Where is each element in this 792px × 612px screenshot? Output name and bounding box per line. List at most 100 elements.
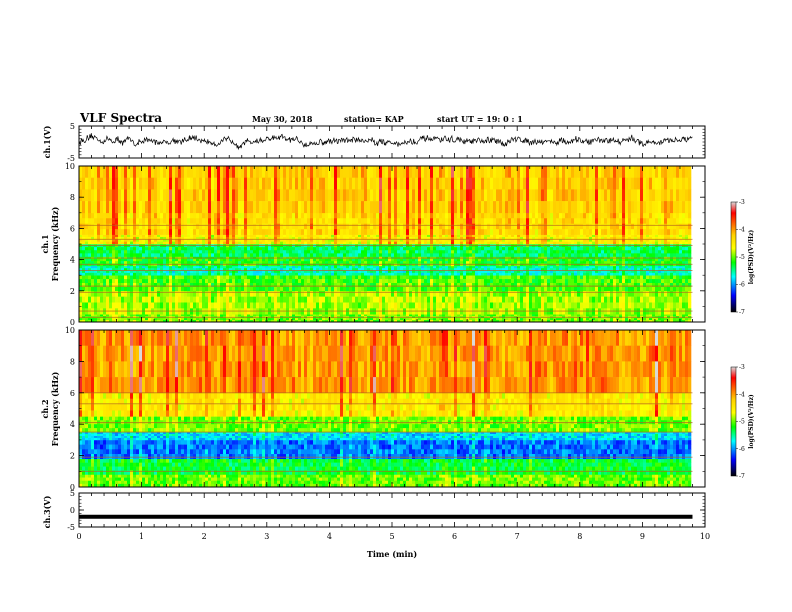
ch1-spectrogram-cell	[634, 302, 638, 309]
ch1-spectrogram-cell	[235, 261, 239, 264]
ch1-spectrogram-cell	[259, 286, 263, 292]
ch1-spectrogram-cell	[199, 258, 203, 262]
ch1-spectrogram-cell	[658, 318, 662, 321]
ch1-spectrogram-cell	[658, 302, 662, 309]
ch1-spectrogram-cell	[166, 253, 170, 257]
ch1-spectrogram-cell	[601, 286, 605, 292]
ch1-spectrogram-cell	[523, 296, 527, 303]
ch1-spectrogram-cell	[256, 275, 260, 280]
ch1-spectrogram-cell	[304, 268, 308, 271]
ch1-spectrogram-cell	[397, 283, 401, 288]
ch1-spectrogram-cell	[358, 272, 362, 276]
ch1-spectrogram-cell	[214, 275, 218, 280]
ch1-spectrogram-cell	[355, 286, 359, 292]
ch1-spectrogram-cell	[502, 283, 506, 288]
ch1-spectrogram-cell	[550, 320, 554, 323]
ch1-spectrogram-cell	[232, 275, 236, 280]
ch1-spectrogram-cell	[514, 275, 518, 280]
ch1-spectrogram-cell	[349, 296, 353, 303]
ch1-spectrogram-cell	[280, 320, 284, 323]
ch1-spectrogram-cell	[97, 265, 101, 269]
ch1-spectrogram-cell	[94, 283, 98, 288]
ch1-spectrogram-cell	[559, 318, 563, 321]
ch1-spectrogram-cell	[373, 261, 377, 264]
ch1-spectrogram-cell	[340, 265, 344, 269]
ch1-spectrogram-cell	[664, 263, 668, 267]
ch1-spectrogram-cell	[187, 268, 191, 271]
ch1-spectrogram-cell	[253, 286, 257, 292]
ch1-spectrogram-cell	[250, 296, 254, 303]
ch1-spectrogram-cell	[199, 318, 203, 321]
ch1-spectrogram-cell	[97, 253, 101, 257]
ch1-spectrogram-cell	[637, 250, 641, 254]
ch1-spectrogram-cell	[310, 302, 314, 309]
ch1-spectrogram-cell	[589, 250, 593, 254]
ch1-spectrogram-cell	[169, 247, 173, 251]
ch1-spectrogram-cell	[286, 261, 290, 264]
ch1-spectrogram-cell	[121, 283, 125, 288]
ch1-spectrogram-cell	[541, 270, 545, 274]
ch1-spectrogram-cell	[433, 283, 437, 288]
ch1-spectrogram-cell	[601, 302, 605, 309]
ch1-spectrogram-cell	[115, 272, 119, 276]
ch1-spectrogram-cell	[613, 268, 617, 271]
ch1-spectrogram-cell	[205, 268, 209, 271]
ch1-spectrogram-cell	[352, 320, 356, 323]
ch1-spectrogram-cell	[331, 261, 335, 264]
ch1-spectrogram-cell	[373, 275, 377, 280]
ch1-spectrogram-cell	[481, 314, 485, 317]
ch1-spectrogram-cell	[601, 261, 605, 264]
ch1-spectrogram-cell	[628, 258, 632, 262]
ch1-spectrogram-cell	[277, 318, 281, 321]
ch1-spectrogram-cell	[391, 302, 395, 309]
ch1-spectrogram-cell	[340, 286, 344, 292]
ch1-spectrogram-cell	[280, 268, 284, 271]
ch1-spectrogram-cell	[628, 279, 632, 284]
ch1-spectrogram-cell	[181, 272, 185, 276]
ch1-spectrogram-cell	[688, 314, 692, 317]
ch1-spectrogram-cell	[532, 290, 536, 297]
ch1-spectrogram-cell	[319, 314, 323, 317]
ch1-spectrogram-cell	[337, 258, 341, 262]
ch1-spectrogram-cell	[574, 268, 578, 271]
ch1-spectrogram-cell	[484, 283, 488, 288]
ch1-spectrogram-cell	[388, 275, 392, 280]
ch1-spectrogram-cell	[571, 268, 575, 271]
ch1-spectrogram-cell	[217, 253, 221, 257]
ch1-spectrogram-cell	[166, 283, 170, 288]
ch1-spectrogram-cell	[454, 279, 458, 284]
ch1-spectrogram-cell	[100, 279, 104, 284]
ch1-spectrogram-cell	[340, 290, 344, 297]
ch1-spectrogram-cell	[523, 318, 527, 321]
ch1-spectrogram-cell	[601, 320, 605, 323]
ch1-spectrogram-cell	[424, 253, 428, 257]
ch1-spectrogram-cell	[214, 290, 218, 297]
ch1-spectrogram-cell	[106, 286, 110, 292]
ch1-spectrogram-cell	[559, 265, 563, 269]
ch1-spectrogram-cell	[133, 296, 137, 303]
ch1-spectrogram-cell	[643, 296, 647, 303]
ch1-spectrogram-cell	[595, 302, 599, 309]
ch1-spectrogram-cell	[94, 314, 98, 317]
ch1-spectrogram-cell	[436, 286, 440, 292]
ch1-spectrogram-cell	[454, 263, 458, 267]
ch1-spectrogram-cell	[181, 283, 185, 288]
ch1-spectrogram-cell	[583, 263, 587, 267]
ch1-spectrogram-cell	[151, 250, 155, 254]
ch1-spectrogram-cell	[493, 302, 497, 309]
ch1-spectrogram-cell	[631, 320, 635, 323]
ch1-spectrogram-cell	[679, 258, 683, 262]
ch1-spectrogram-cell	[421, 318, 425, 321]
ch1-spectrogram-cell	[505, 314, 509, 317]
ch1-spectrogram-cell	[409, 279, 413, 284]
ch1-spectrogram-cell	[97, 268, 101, 271]
ch1-spectrogram-cell	[253, 283, 257, 288]
ch1-spectrogram-cell	[271, 261, 275, 264]
ch1-spectrogram-cell	[88, 279, 92, 284]
ch1-spectrogram-cell	[115, 247, 119, 251]
ch1-spectrogram-cell	[334, 258, 338, 262]
ch1-spectrogram-cell	[202, 279, 206, 284]
ch1-spectrogram-cell	[175, 270, 179, 274]
ch1-spectrogram-cell	[616, 265, 620, 269]
ch1-spectrogram-cell	[187, 250, 191, 254]
